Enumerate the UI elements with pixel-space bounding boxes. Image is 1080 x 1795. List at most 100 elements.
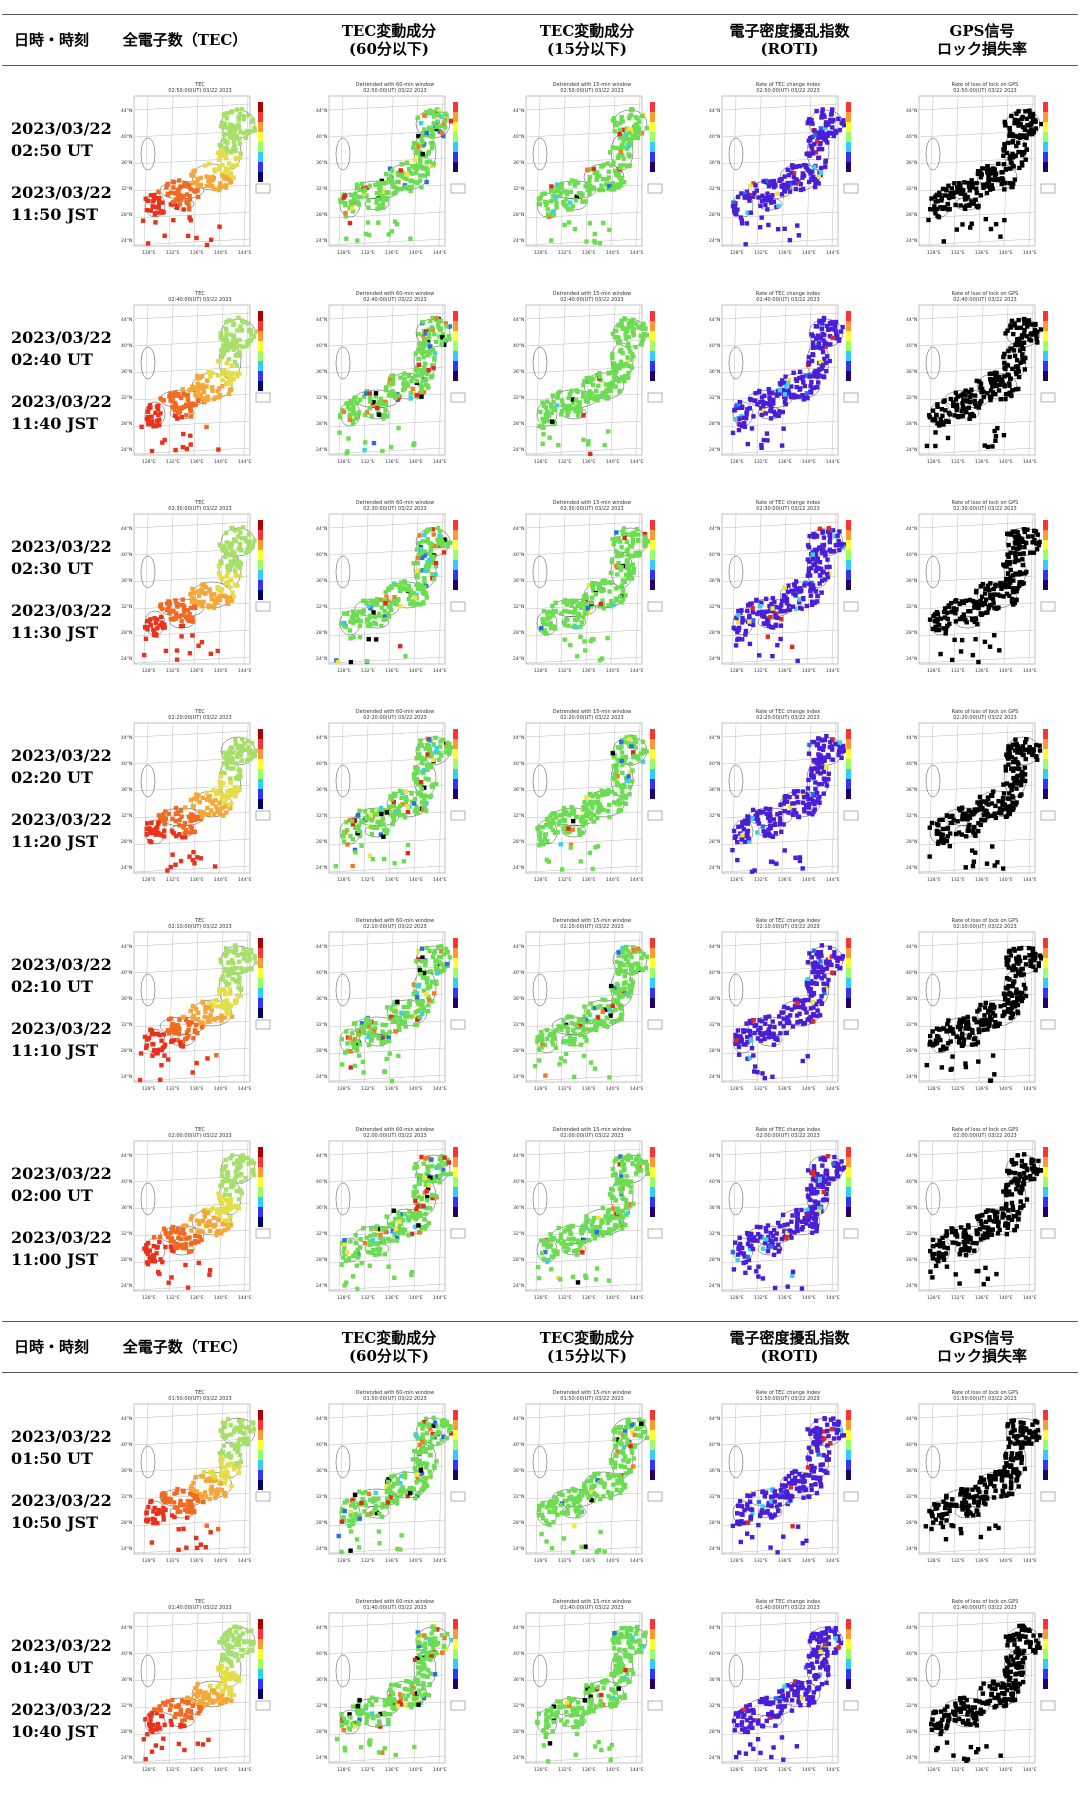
lon-tick-label: 128°E: [142, 877, 156, 883]
gps-station-marker: [619, 750, 625, 755]
lat-tick-label: 40°N: [513, 761, 524, 767]
gps-station-marker: [181, 391, 186, 396]
gps-station-marker: [1002, 141, 1007, 147]
gps-station-marker: [620, 597, 626, 602]
gps-station-marker: [430, 556, 436, 562]
gps-station-marker: [583, 648, 588, 653]
gps-station-marker: [769, 601, 774, 607]
gps-station-marker: [970, 181, 975, 187]
gps-station-marker: [974, 190, 980, 196]
gps-station-marker: [626, 553, 632, 558]
gps-station-marker: [580, 597, 586, 603]
gps-station-marker: [1008, 576, 1013, 582]
gps-station-marker: [367, 399, 373, 404]
gps-station-marker: [572, 179, 578, 184]
gps-station-marker: [828, 322, 833, 327]
gps-station-marker: [230, 146, 236, 152]
gps-station-marker: [837, 127, 842, 133]
gps-station-marker: [621, 156, 626, 161]
gps-station-marker: [233, 345, 239, 350]
latitude-line: [328, 784, 446, 792]
gps-station-marker: [1038, 327, 1044, 332]
gps-station-marker: [349, 205, 355, 211]
gps-station-marker: [197, 799, 202, 805]
gps-station-marker: [360, 181, 365, 186]
gps-station-marker: [1019, 152, 1025, 158]
gps-station-marker: [216, 809, 222, 814]
gps-station-marker: [933, 211, 938, 216]
gps-station-marker: [1016, 123, 1021, 128]
lon-tick-label: 128°E: [730, 250, 744, 256]
gps-station-marker: [156, 189, 161, 194]
gps-station-marker: [1026, 320, 1032, 326]
gps-station-marker: [549, 410, 555, 415]
gps-station-marker: [395, 596, 401, 602]
gps-station-marker: [219, 770, 225, 775]
gps-station-marker: [408, 601, 413, 607]
gps-station-marker: [828, 549, 834, 554]
gps-station-marker: [733, 416, 738, 422]
gps-station-marker: [423, 350, 429, 355]
gps-station-marker: [180, 597, 185, 602]
lon-tick-label: 140°E: [214, 250, 228, 256]
gps-station-marker: [177, 614, 183, 619]
gps-station-marker: [608, 150, 613, 155]
gps-station-marker: [383, 589, 388, 595]
gps-station-marker: [1022, 529, 1028, 535]
gps-station-marker: [619, 321, 624, 326]
gps-station-marker: [770, 180, 775, 186]
gps-station-marker: [781, 593, 786, 598]
gps-station-marker: [957, 180, 962, 186]
gps-station-marker: [198, 811, 204, 816]
gps-station-marker: [822, 577, 828, 582]
gps-station-marker: [800, 374, 805, 380]
gps-station-marker: [233, 737, 238, 743]
gps-station-marker: [595, 844, 601, 849]
gps-station-marker: [183, 614, 189, 620]
gps-station-marker: [633, 344, 638, 350]
gps-station-marker: [188, 414, 194, 419]
gps-station-marker: [619, 600, 624, 605]
gps-station-marker: [368, 598, 374, 603]
gps-station-marker: [633, 122, 639, 127]
gps-station-marker: [431, 161, 436, 166]
gps-station-marker: [748, 396, 753, 402]
gps-station-marker: [777, 409, 782, 414]
gps-station-marker: [621, 526, 627, 531]
gps-station-marker: [575, 603, 580, 609]
gps-station-marker: [212, 592, 217, 597]
gps-station-marker: [164, 185, 169, 190]
lon-tick-label: 136°E: [385, 250, 399, 256]
lon-tick-label: 144°E: [238, 459, 252, 465]
header-datetime-label: 日時・時刻: [14, 1338, 90, 1356]
gps-station-marker: [364, 617, 370, 623]
gps-station-marker: [425, 560, 431, 565]
gps-station-marker: [794, 586, 800, 592]
panel-title-text: Rate of loss of lock on GPS: [951, 500, 1019, 506]
gps-station-marker: [821, 317, 826, 323]
gps-station-marker: [607, 227, 612, 233]
gps-station-marker: [617, 131, 622, 137]
gps-station-marker: [815, 370, 820, 376]
gps-station-marker: [830, 125, 835, 130]
gps-station-marker: [156, 813, 162, 818]
gps-station-marker: [236, 526, 242, 532]
gps-station-marker: [630, 351, 635, 357]
gps-station-marker: [552, 830, 558, 836]
gps-station-marker: [1014, 371, 1019, 377]
gps-station-marker: [1002, 351, 1007, 357]
gps-station-marker: [412, 796, 418, 802]
lon-tick-label: 140°E: [999, 250, 1013, 256]
gps-station-marker: [1024, 135, 1029, 141]
gps-station-marker: [972, 604, 978, 609]
gps-station-marker: [224, 598, 230, 604]
gps-station-marker: [612, 775, 617, 781]
lat-tick-label: 44°N: [316, 735, 327, 741]
gps-station-marker: [1008, 391, 1013, 396]
gps-station-marker: [823, 160, 828, 165]
gps-station-marker: [1002, 121, 1008, 127]
gps-station-marker: [782, 596, 787, 601]
gps-station-marker: [537, 824, 542, 830]
gps-station-marker: [798, 187, 804, 193]
